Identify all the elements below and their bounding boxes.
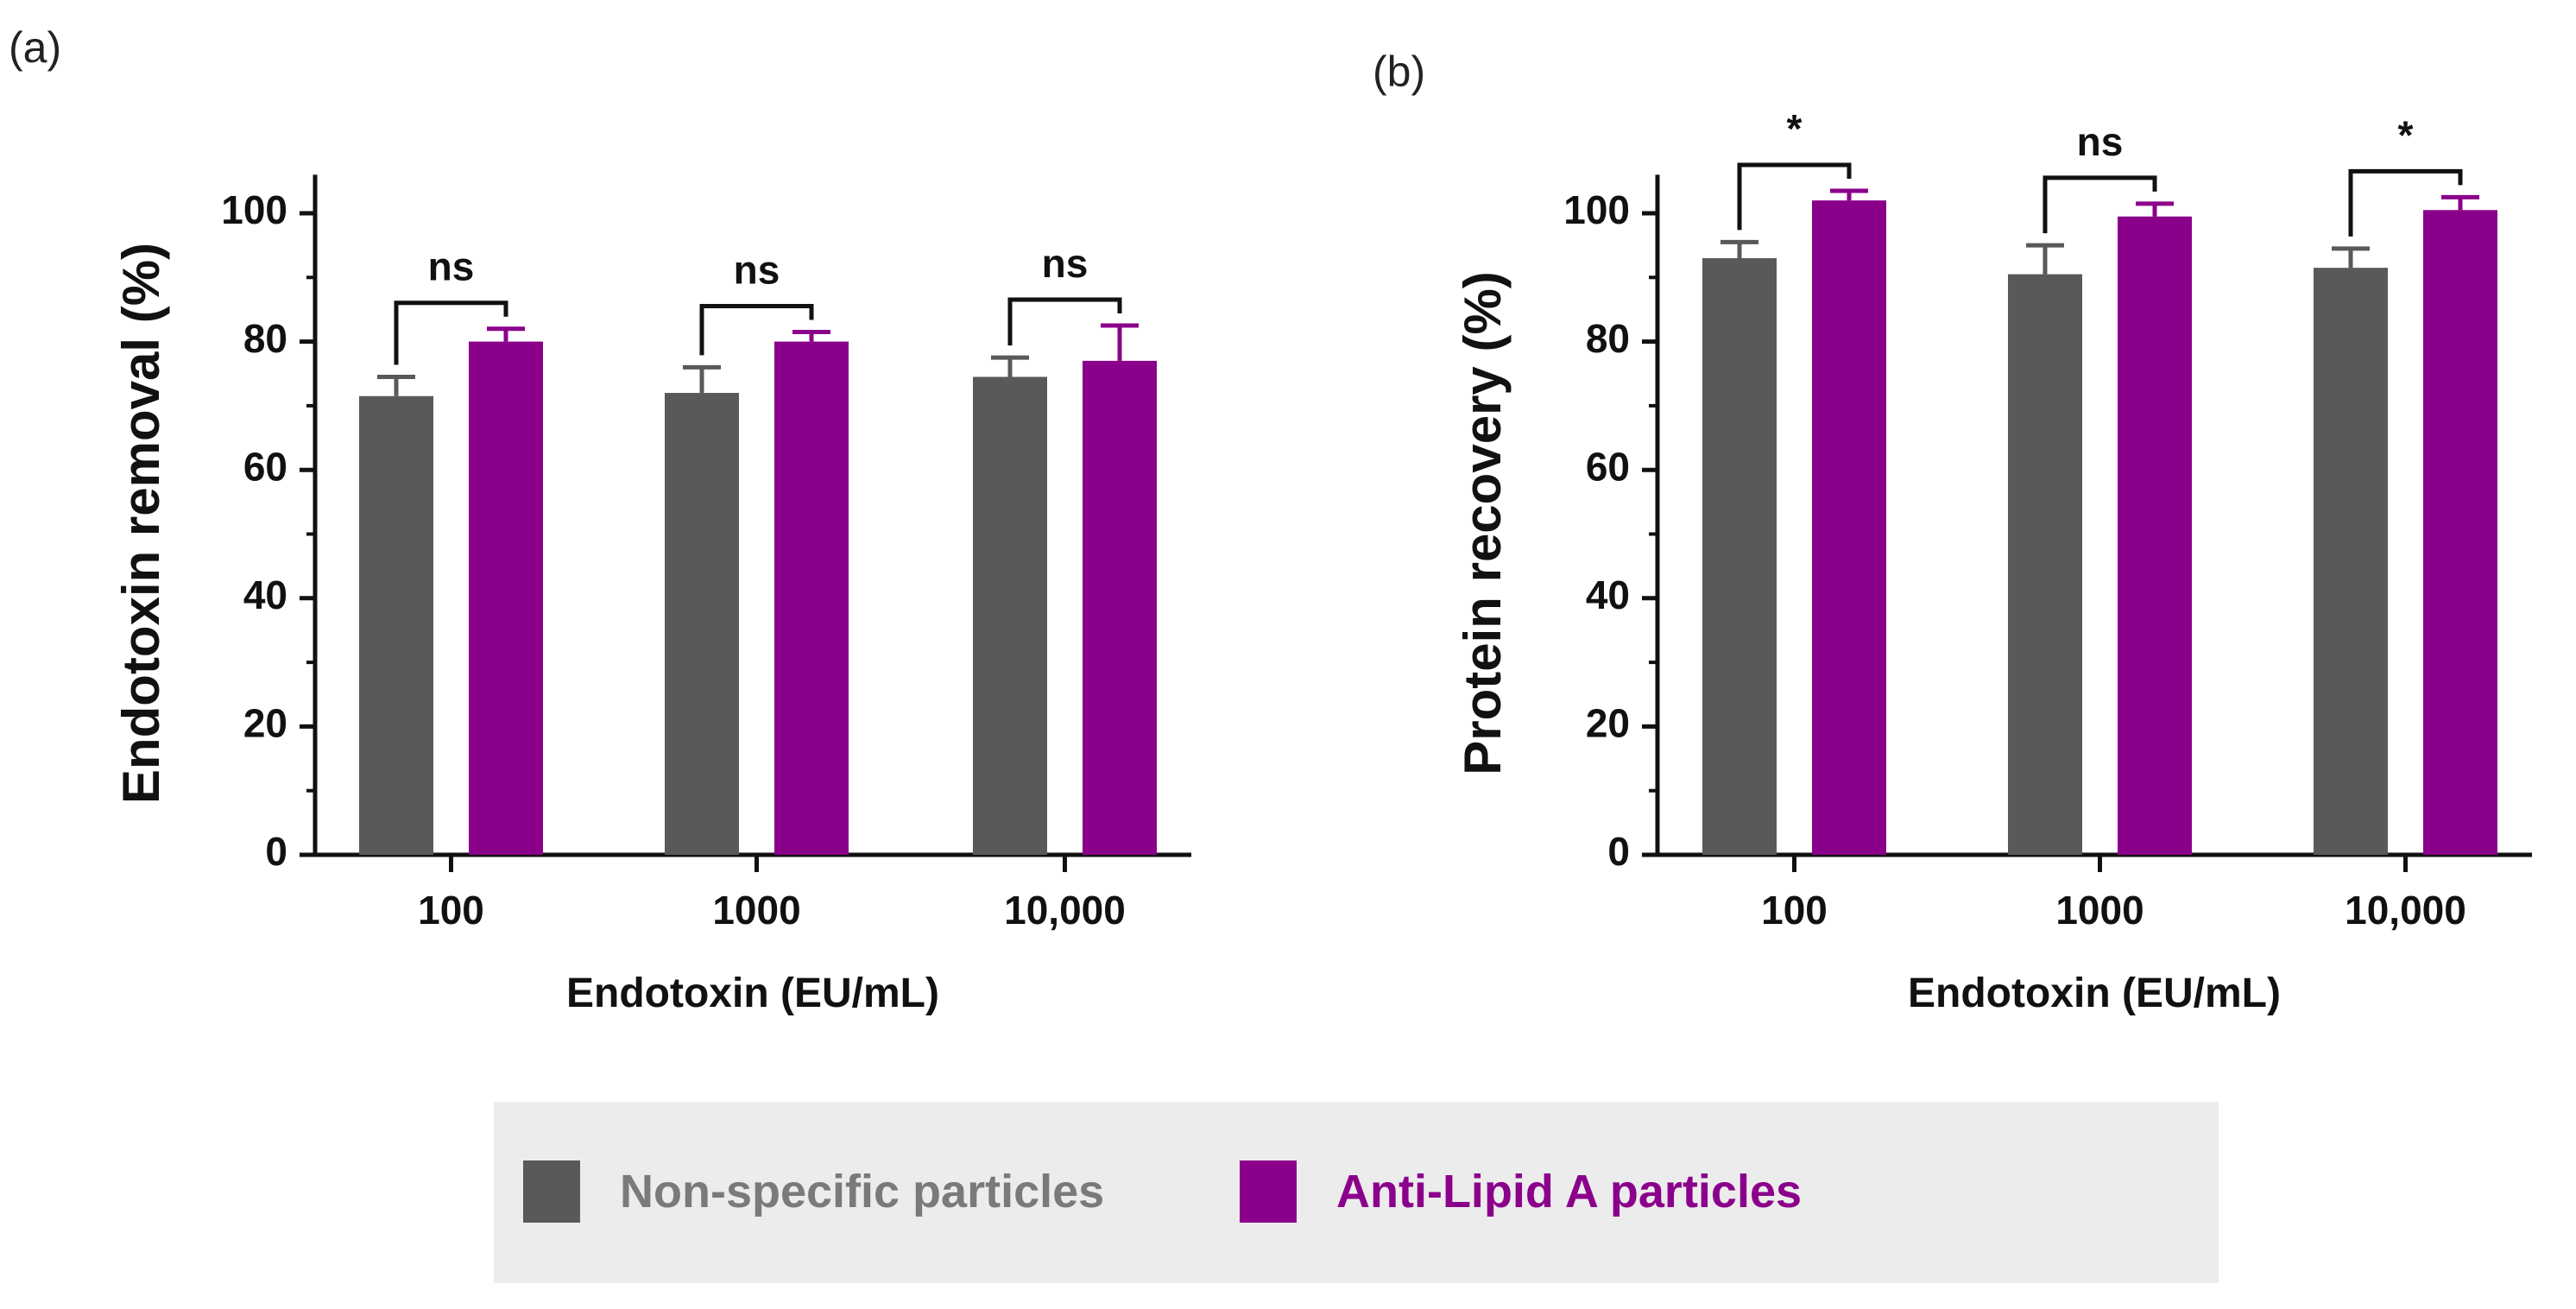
x-tick-label-1: 1000: [712, 888, 800, 933]
x-axis-label-b: Endotoxin (EU/mL): [1908, 971, 2281, 1016]
legend: Non-specific particles Anti-Lipid A part…: [494, 1102, 2219, 1283]
x-tick-label-1: 1000: [2055, 888, 2144, 933]
panel-label-a: (a): [9, 23, 61, 72]
significance-label-1: ns: [734, 247, 780, 292]
significance-bracket-1: [2042, 175, 2157, 234]
significance-label-2: ns: [1042, 241, 1089, 286]
legend-swatch-nonspecific: [523, 1160, 580, 1223]
y-tick-label-80: 80: [243, 316, 287, 361]
y-tick-label-60: 60: [243, 444, 287, 489]
legend-item-antilipid: Anti-Lipid A particles: [1240, 1160, 1802, 1223]
x-tick-label-2: 10,000: [2345, 888, 2466, 933]
bar-nonspecific-2: [2314, 268, 2388, 855]
significance-bracket-0: [1737, 162, 1852, 231]
bar-antilipid-1: [774, 341, 849, 856]
bar-nonspecific-1: [665, 393, 739, 855]
y-tick-label-0: 0: [265, 829, 287, 874]
bar-antilipid-0: [1812, 200, 1886, 855]
y-axis-label-a: Endotoxin removal (%): [112, 243, 170, 804]
x-axis-label-a: Endotoxin (EU/mL): [566, 971, 939, 1016]
significance-bracket-2: [1007, 297, 1122, 346]
x-tick-label-2: 10,000: [1004, 888, 1126, 933]
significance-label-0: *: [1787, 106, 1803, 151]
panel-b: (b) Protein recovery (%) Endotoxin (EU/m…: [1373, 47, 2532, 1016]
bar-antilipid-1: [2118, 216, 2192, 856]
y-tick-label-60: 60: [1586, 444, 1630, 489]
panel-a: (a) Endotoxin removal (%) Endotoxin (EU/…: [9, 23, 1191, 1016]
bar-antilipid-2: [2423, 210, 2497, 855]
significance-bracket-2: [2348, 168, 2463, 237]
bar-antilipid-0: [469, 341, 543, 856]
y-tick-label-40: 40: [1586, 572, 1630, 617]
y-tick-label-20: 20: [243, 701, 287, 746]
y-axis-label-b: Protein recovery (%): [1454, 271, 1512, 775]
x-tick-label-0: 100: [418, 888, 484, 933]
significance-label-1: ns: [2077, 119, 2124, 164]
panel-label-b: (b): [1373, 47, 1425, 96]
bar-nonspecific-2: [973, 376, 1047, 856]
bar-nonspecific-0: [359, 395, 433, 855]
significance-bracket-0: [394, 300, 508, 365]
significance-label-2: *: [2398, 112, 2414, 157]
bar-antilipid-2: [1083, 360, 1157, 855]
legend-label-nonspecific: Non-specific particles: [620, 1166, 1105, 1217]
y-tick-label-0: 0: [1607, 829, 1630, 874]
legend-label-antilipid: Anti-Lipid A particles: [1336, 1166, 1803, 1217]
y-tick-label-100: 100: [1563, 187, 1630, 232]
legend-swatch-antilipid: [1240, 1160, 1297, 1223]
y-tick-label-80: 80: [1586, 316, 1630, 361]
significance-label-0: ns: [428, 244, 475, 289]
y-tick-label-20: 20: [1586, 701, 1630, 746]
bar-nonspecific-0: [1702, 258, 1777, 855]
x-tick-label-0: 100: [1761, 888, 1828, 933]
legend-item-nonspecific: Non-specific particles: [523, 1160, 1104, 1223]
y-tick-label-40: 40: [243, 572, 287, 617]
bar-nonspecific-1: [2008, 274, 2082, 856]
y-tick-label-100: 100: [221, 187, 287, 232]
significance-bracket-1: [699, 303, 814, 356]
